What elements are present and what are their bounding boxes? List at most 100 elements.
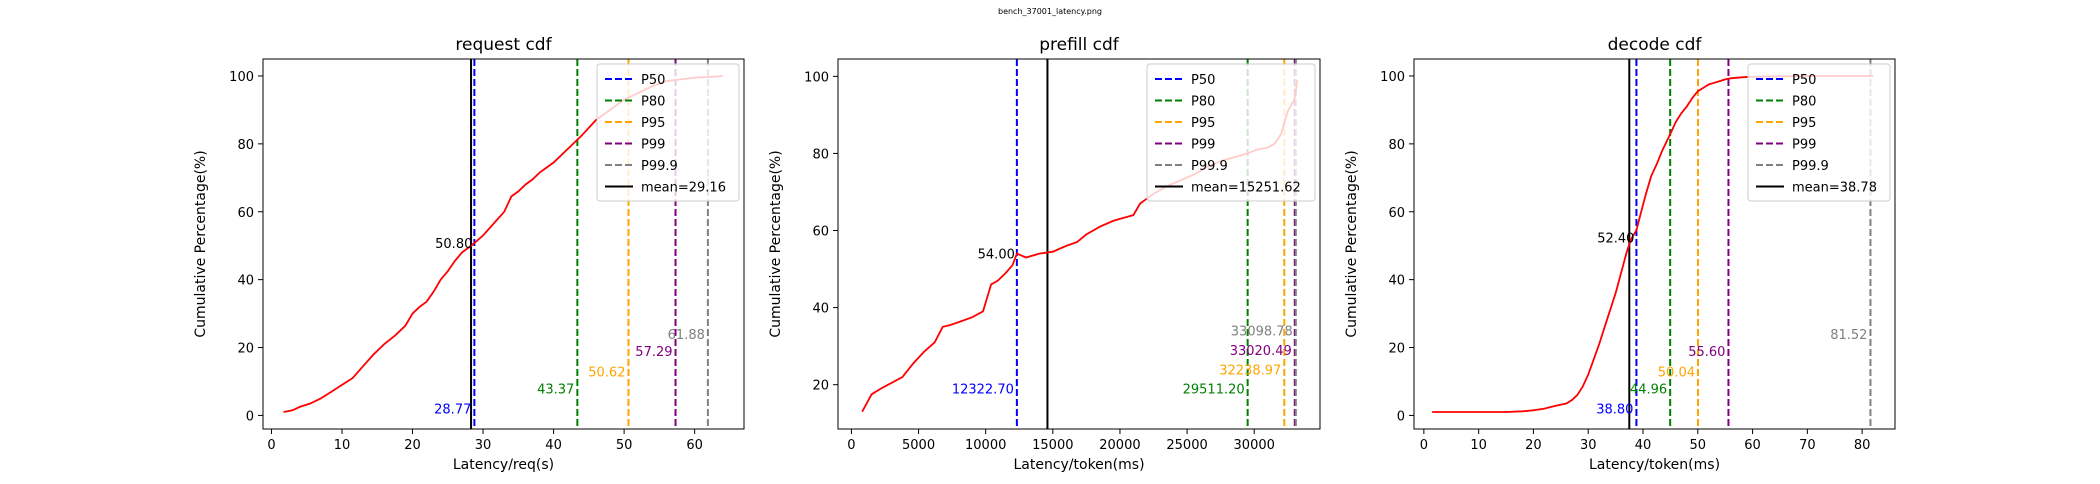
y-tick-label: 20 [812, 379, 829, 394]
percentile-label: 55.60 [1688, 345, 1725, 360]
x-tick-label: 10000 [965, 438, 1006, 453]
y-tick-label: 0 [246, 409, 254, 424]
subplot-3: decode cdf 38.80 44.96 50.04 55.60 81.52 52.40… [1344, 35, 1896, 473]
legend-box [1146, 63, 1316, 202]
percentile-label: 61.88 [668, 328, 705, 343]
legend-entry: P50 [1191, 73, 1215, 88]
y-tick-label: 40 [237, 274, 254, 289]
percentile-label: 57.29 [635, 345, 672, 360]
x-axis-label: Latency/token(ms) [1013, 457, 1144, 473]
subplot-2: prefill cdf 12322.70 29511.20 32238.97 33020… [768, 35, 1321, 473]
chart-title: request cdf [455, 35, 552, 55]
percentile-label: 50.62 [588, 365, 625, 380]
legend-entry: mean=15251.62 [1191, 181, 1301, 196]
x-tick-label: 5000 [902, 438, 935, 453]
legend-box [596, 63, 740, 202]
chart-title: prefill cdf [1039, 35, 1120, 55]
legend-entry: P50 [641, 73, 665, 88]
y-tick-label: 80 [237, 138, 254, 153]
y-axis-label: Cumulative Percentage(%) [768, 150, 784, 337]
x-tick-label: 30 [1580, 438, 1597, 453]
percentile-label: 81.52 [1830, 328, 1867, 343]
percentile-label: 33098.78 [1231, 325, 1293, 340]
y-tick-label: 100 [229, 70, 254, 85]
legend-entry: P99 [1191, 138, 1215, 153]
x-tick-label: 80 [1854, 438, 1871, 453]
x-tick-label: 20 [1525, 438, 1542, 453]
y-tick-label: 60 [237, 206, 254, 221]
y-tick-label: 60 [1388, 206, 1405, 221]
y-axis-label: Cumulative Percentage(%) [1344, 150, 1360, 337]
x-tick-label: 30000 [1234, 438, 1275, 453]
y-axis-label: Cumulative Percentage(%) [193, 150, 209, 337]
median-annotation: 52.40 [1597, 232, 1634, 247]
percentile-label: 44.96 [1630, 382, 1667, 397]
legend-box [1747, 63, 1891, 202]
y-tick-label: 20 [237, 342, 254, 357]
y-tick-label: 100 [804, 70, 829, 85]
x-tick-label: 50 [616, 438, 633, 453]
cdf-curve [1432, 75, 1874, 413]
percentile-label: 12322.70 [952, 383, 1014, 398]
legend-entry: P99.9 [1191, 159, 1228, 174]
legend-entry: mean=38.78 [1792, 181, 1877, 196]
legend-entry: P99 [641, 138, 665, 153]
x-tick-label: 25000 [1166, 438, 1207, 453]
legend: P50 P80 P95 P99 P99.9 mean=29.16 [596, 63, 740, 202]
legend-entry: P80 [1792, 95, 1816, 110]
percentile-label: 28.77 [434, 403, 471, 418]
legend-entry: P95 [641, 116, 665, 131]
legend: P50 P80 P95 P99 P99.9 mean=38.78 [1747, 63, 1891, 202]
percentile-label: 43.37 [537, 382, 574, 397]
x-tick-label: 60 [686, 438, 703, 453]
axes-frame [1413, 58, 1896, 430]
percentile-label: 29511.20 [1183, 383, 1245, 398]
median-annotation: 50.80 [435, 237, 472, 252]
y-tick-label: 40 [812, 302, 829, 317]
y-tick-label: 100 [1380, 70, 1405, 85]
y-tick-label: 80 [1388, 138, 1405, 153]
x-tick-label: 60 [1744, 438, 1761, 453]
x-tick-label: 40 [1635, 438, 1652, 453]
x-tick-label: 20 [404, 438, 421, 453]
legend-entry: P50 [1792, 73, 1816, 88]
legend-entry: mean=29.16 [641, 181, 726, 196]
x-tick-label: 0 [847, 438, 855, 453]
y-tick-label: 40 [1388, 274, 1405, 289]
y-tick-label: 60 [812, 225, 829, 240]
x-tick-label: 0 [1420, 438, 1428, 453]
percentile-label: 38.80 [1596, 403, 1633, 418]
y-tick-label: 20 [1388, 342, 1405, 357]
subplot-1: request cdf 28.77 43.37 50.62 57.29 61.88 50.8… [193, 35, 745, 473]
legend-entry: P99.9 [1792, 159, 1829, 174]
x-axis-label: Latency/req(s) [453, 457, 554, 473]
legend: P50 P80 P95 P99 P99.9 mean=15251.62 [1146, 63, 1316, 202]
x-tick-label: 40 [545, 438, 562, 453]
y-tick-label: 0 [1397, 409, 1405, 424]
x-tick-label: 15000 [1032, 438, 1073, 453]
percentile-label: 32238.97 [1219, 363, 1281, 378]
median-annotation: 54.00 [978, 248, 1015, 263]
legend-entry: P99.9 [641, 159, 678, 174]
figure-title: bench_37001_latency.png [997, 7, 1102, 16]
legend-entry: P80 [641, 95, 665, 110]
legend-entry: P95 [1191, 116, 1215, 131]
x-tick-label: 10 [334, 438, 351, 453]
chart-title: decode cdf [1608, 35, 1703, 55]
x-tick-label: 50 [1690, 438, 1707, 453]
x-tick-label: 70 [1799, 438, 1816, 453]
x-tick-label: 10 [1470, 438, 1487, 453]
y-tick-label: 80 [812, 147, 829, 162]
percentile-label: 50.04 [1658, 365, 1695, 380]
legend-entry: P99 [1792, 138, 1816, 153]
x-tick-label: 0 [267, 438, 275, 453]
axes-frame [262, 58, 745, 430]
x-tick-label: 30 [475, 438, 492, 453]
x-tick-label: 20000 [1099, 438, 1140, 453]
x-axis-label: Latency/token(ms) [1589, 457, 1720, 473]
percentile-label: 33020.49 [1230, 344, 1292, 359]
legend-entry: P95 [1792, 116, 1816, 131]
legend-entry: P80 [1191, 95, 1215, 110]
